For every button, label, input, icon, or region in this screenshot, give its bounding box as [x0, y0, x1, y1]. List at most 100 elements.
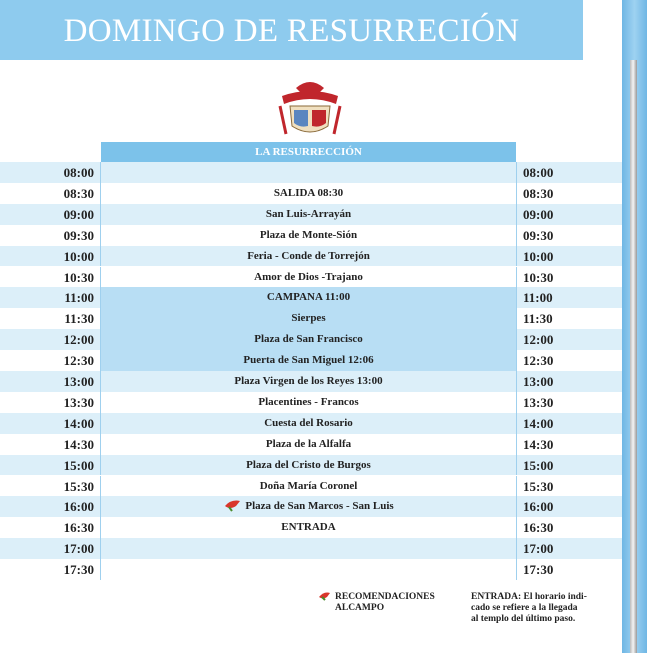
- stop-name: Sierpes: [291, 312, 326, 325]
- time-left: 12:00: [63, 332, 94, 348]
- table-row: 16:00 Plaza de San Marcos - San Luis 16:00: [0, 496, 622, 518]
- stop-cell: Feria - Conde de Torrejón: [101, 246, 516, 267]
- stop-name: Amor de Dios -Trajano: [254, 270, 363, 283]
- recommendations-note: RECOMENDACIONES ALCAMPO: [335, 592, 435, 614]
- stop-name: Cuesta del Rosario: [264, 416, 353, 429]
- time-left: 17:30: [63, 562, 94, 578]
- separator: [516, 266, 517, 288]
- time-left: 14:00: [63, 415, 94, 431]
- time-right: 13:30: [523, 394, 554, 410]
- separator: [516, 182, 517, 204]
- separator: [516, 454, 517, 476]
- note-line: cado se refiere a la llegada: [471, 603, 578, 613]
- table-row: 08:30 SALIDA 08:30 08:30: [0, 182, 622, 204]
- table-row: 15:30 Doña María Coronel 15:30: [0, 475, 622, 497]
- time-left: 13:00: [63, 374, 94, 389]
- stop-cell: Plaza de San Francisco: [101, 329, 516, 351]
- table-row: 09:00 San Luis-Arrayán 09:00: [0, 203, 622, 225]
- note-line: al templo del último paso.: [471, 614, 576, 624]
- time-right: 14:00: [523, 415, 554, 431]
- separator: [516, 371, 517, 392]
- coat-of-arms: [278, 82, 342, 135]
- bird-icon: [225, 500, 241, 512]
- time-left: 10:00: [63, 248, 94, 264]
- stop-name: Plaza del Cristo de Burgos: [246, 458, 371, 471]
- time-right: 14:30: [523, 436, 554, 452]
- stop-name: Plaza de San Marcos - San Luis: [245, 500, 394, 513]
- table-row: 17:30 17:30: [0, 559, 622, 580]
- stop-cell: ENTRADA: [101, 517, 516, 538]
- stop-name: SALIDA 08:30: [273, 186, 344, 199]
- time-right: 08:30: [523, 185, 554, 201]
- table-row: 16:30 ENTRADA 16:30: [0, 517, 622, 539]
- separator: [516, 329, 517, 351]
- time-left: 15:30: [63, 478, 94, 494]
- table-row: 11:30 Sierpes 11:30: [0, 308, 622, 330]
- note-line: ALCAMPO: [335, 603, 385, 613]
- table-row: 14:00 Cuesta del Rosario 14:00: [0, 412, 622, 434]
- time-right: 16:30: [523, 520, 554, 536]
- table-row: 12:00 Plaza de San Francisco 12:00: [0, 329, 622, 351]
- stop-cell: Placentines - Francos: [101, 392, 516, 413]
- time-left: 14:30: [63, 436, 94, 452]
- separator: [100, 287, 101, 309]
- stop-cell: Puerta de San Miguel 12:06: [101, 350, 516, 371]
- time-right: 16:00: [523, 499, 554, 515]
- separator: [100, 517, 101, 539]
- separator: [100, 162, 101, 183]
- page-title: DOMINGO DE RESURRECIÓN: [63, 13, 520, 49]
- separator: [516, 496, 517, 518]
- stop-cell: Sierpes: [101, 308, 516, 330]
- stop-cell: [101, 538, 516, 559]
- time-left: 17:00: [63, 541, 94, 557]
- note-line: ENTRADA: El horario indi-: [471, 592, 587, 602]
- separator: [516, 203, 517, 225]
- stop-cell: Plaza de la Alfalfa: [101, 434, 516, 455]
- time-right: 09:00: [523, 206, 554, 222]
- separator: [100, 182, 101, 204]
- separator: [100, 245, 101, 267]
- separator: [516, 517, 517, 539]
- stop-name: San Luis-Arrayán: [265, 207, 352, 220]
- stop-cell: CAMPANA 11:00: [101, 287, 516, 309]
- stop-name: Plaza de la Alfalfa: [265, 437, 352, 450]
- time-left: 16:30: [63, 520, 94, 536]
- table-row: 12:30 Puerta de San Miguel 12:06 12:30: [0, 350, 622, 371]
- separator: [100, 538, 101, 560]
- stop-name: Feria - Conde de Torrejón: [247, 249, 370, 262]
- stop-cell: Plaza de Monte-Sión: [101, 225, 516, 246]
- table-row: 09:30 Plaza de Monte-Sión 09:30: [0, 224, 622, 246]
- separator: [100, 350, 101, 371]
- time-left: 08:00: [63, 165, 94, 180]
- stop-name: Placentines - Francos: [258, 395, 359, 408]
- separator: [516, 308, 517, 330]
- time-left: 13:30: [63, 394, 94, 410]
- stop-name: Doña María Coronel: [259, 479, 358, 492]
- separator: [516, 538, 517, 560]
- decorative-pole: [622, 0, 647, 653]
- stop-name: Plaza de San Francisco: [254, 333, 363, 346]
- time-left: 08:30: [63, 185, 94, 201]
- separator: [100, 224, 101, 246]
- time-left: 10:30: [63, 269, 94, 285]
- table-row: 14:30 Plaza de la Alfalfa 14:30: [0, 433, 622, 455]
- table-row: 10:30 Amor de Dios -Trajano 10:30: [0, 266, 622, 288]
- separator: [100, 308, 101, 330]
- stop-cell: Plaza del Cristo de Burgos: [101, 455, 516, 476]
- separator: [100, 329, 101, 351]
- time-left: 12:30: [63, 353, 94, 369]
- table-row: 08:00 08:00: [0, 162, 622, 183]
- stop-cell: Cuesta del Rosario: [101, 413, 516, 434]
- table-row: 17:00 17:00: [0, 538, 622, 560]
- table-row: 13:00 Plaza Virgen de los Reyes 13:00 13:0…: [0, 371, 622, 392]
- table-row: 11:00 CAMPANA 11:00 11:00: [0, 287, 622, 309]
- separator: [100, 412, 101, 434]
- time-right: 12:30: [523, 353, 554, 369]
- bird-icon: [319, 592, 330, 601]
- separator: [100, 454, 101, 476]
- time-left: 09:30: [63, 227, 94, 243]
- stop-cell: Doña María Coronel: [101, 476, 516, 497]
- time-right: 12:00: [523, 332, 554, 348]
- time-right: 11:30: [523, 311, 553, 327]
- separator: [516, 245, 517, 267]
